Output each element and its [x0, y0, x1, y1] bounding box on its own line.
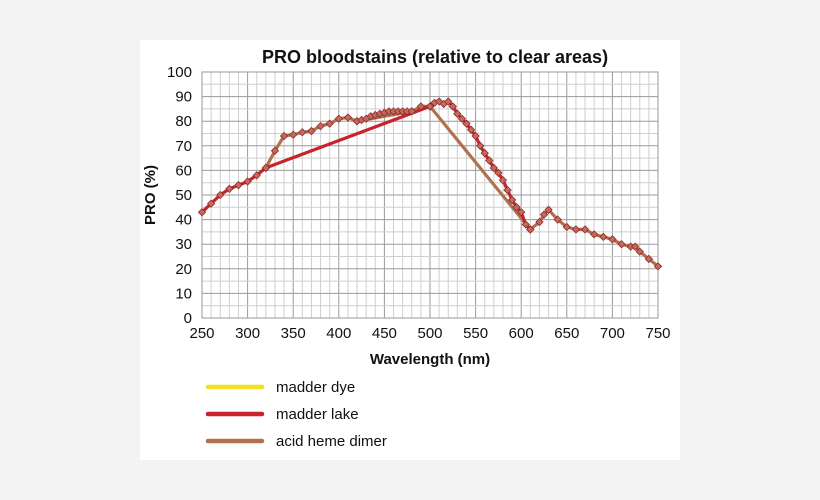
legend-label: madder dye: [276, 379, 355, 396]
data-point: [316, 121, 325, 131]
series-line-acid-heme-dimer: [264, 104, 660, 268]
data-point: [608, 235, 617, 244]
data-point: [489, 163, 499, 173]
data-point: [407, 107, 416, 116]
data-point: [485, 156, 494, 165]
data-point: [444, 97, 453, 106]
data-point: [589, 230, 599, 239]
x-tick-label: 750: [645, 325, 670, 342]
x-tick-label: 400: [326, 325, 351, 342]
data-point: [416, 102, 426, 111]
data-point: [307, 126, 316, 136]
y-tick-label: 0: [184, 310, 192, 327]
data-point: [325, 119, 334, 128]
x-tick-label: 600: [509, 325, 534, 342]
y-tick-label: 20: [175, 261, 192, 278]
data-point: [635, 247, 644, 256]
y-axis-label: PRO (%): [142, 165, 159, 225]
data-point: [206, 199, 216, 208]
data-point: [216, 190, 225, 200]
data-point: [466, 125, 476, 134]
data-point: [261, 163, 271, 173]
data-point: [279, 131, 289, 141]
y-tick-label: 30: [175, 236, 192, 253]
y-tick-label: 60: [175, 162, 192, 179]
data-point: [425, 102, 435, 111]
legend: madder dye madder lake acid heme dimer: [205, 379, 387, 450]
series-lines: [197, 97, 663, 271]
y-tick-label: 100: [167, 64, 192, 81]
data-point: [197, 208, 207, 217]
legend-label: acid heme dimer: [276, 433, 387, 450]
data-point: [507, 195, 517, 205]
data-point: [471, 131, 480, 141]
data-point: [453, 109, 462, 118]
data-point: [475, 141, 485, 150]
data-point: [448, 102, 457, 111]
grid: [202, 72, 658, 318]
data-point: [289, 130, 298, 139]
data-point: [480, 149, 489, 158]
data-point: [644, 254, 654, 264]
data-point: [462, 119, 471, 128]
data-point: [494, 168, 503, 178]
data-point: [225, 184, 234, 194]
y-tick-label: 90: [175, 89, 192, 106]
legend-label: madder lake: [276, 406, 359, 423]
data-point: [571, 225, 581, 234]
x-tick-label: 300: [235, 325, 260, 342]
chart-title: PRO bloodstains (relative to clear areas…: [262, 47, 608, 67]
x-tick-label: 550: [463, 325, 488, 342]
data-point: [535, 217, 544, 227]
data-point: [334, 114, 343, 123]
data-point: [517, 208, 526, 217]
data-point: [503, 185, 512, 195]
data-point: [599, 232, 608, 241]
data-point: [298, 128, 307, 137]
data-point: [544, 205, 553, 214]
plot-area-border: [201, 71, 659, 319]
data-point: [617, 240, 626, 249]
data-point: [631, 242, 640, 251]
y-tick-label: 80: [175, 113, 192, 130]
x-tick-label: 250: [189, 325, 214, 342]
x-tick-label: 350: [281, 325, 306, 342]
y-tick-label: 50: [175, 187, 192, 204]
data-point: [234, 180, 243, 190]
y-axis-ticks: 0 10 20 30 40 50 60 70 80 90 100: [167, 64, 192, 327]
chart-card: PRO bloodstains (relative to clear areas…: [140, 40, 680, 460]
data-point: [498, 176, 508, 185]
data-point: [243, 177, 252, 186]
data-point: [580, 225, 590, 234]
data-point: [270, 146, 280, 155]
chart: PRO bloodstains (relative to clear areas…: [142, 47, 671, 450]
data-point: [526, 225, 535, 234]
data-point: [553, 215, 562, 224]
x-tick-label: 700: [600, 325, 625, 342]
data-point: [539, 210, 549, 219]
x-axis-label: Wavelength (nm): [370, 351, 490, 368]
data-point: [653, 262, 663, 271]
data-point: [562, 222, 571, 232]
x-tick-label: 650: [554, 325, 579, 342]
data-point: [457, 114, 467, 123]
data-point: [521, 220, 530, 229]
y-tick-label: 10: [175, 285, 192, 302]
x-tick-label: 450: [372, 325, 397, 342]
data-point: [343, 113, 353, 122]
data-point: [512, 203, 521, 212]
data-point: [252, 171, 261, 180]
y-tick-label: 70: [175, 138, 192, 155]
y-tick-label: 40: [175, 212, 192, 229]
x-tick-label: 500: [417, 325, 442, 342]
x-axis-ticks: 250 300 350 400 450 500 550 600 650 700 750: [189, 325, 670, 342]
